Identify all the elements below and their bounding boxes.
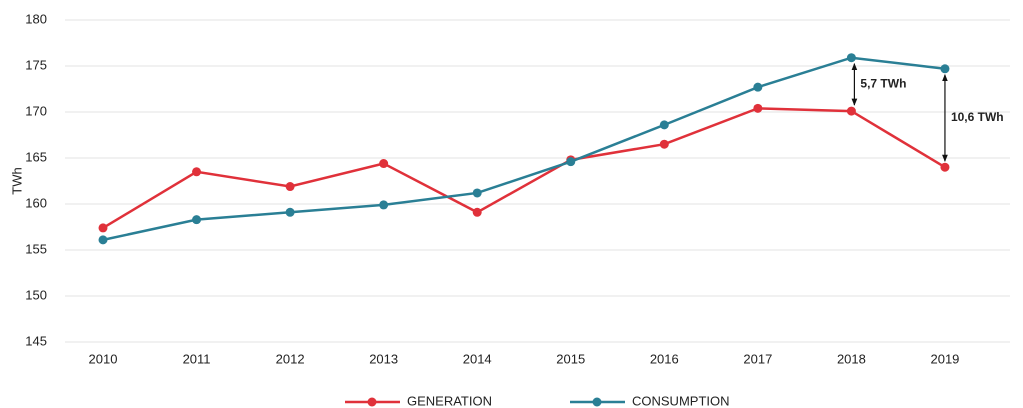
data-point: [98, 235, 108, 245]
legend-marker: [367, 397, 377, 407]
data-point: [940, 64, 950, 74]
data-point: [379, 159, 389, 169]
legend-label: GENERATION: [407, 393, 492, 408]
annotation: 10,6 TWh: [951, 110, 1004, 124]
data-point: [846, 106, 856, 116]
data-point: [192, 167, 202, 177]
data-point: [192, 215, 202, 225]
y-tick-label: 175: [25, 57, 47, 72]
x-tick-label: 2014: [463, 351, 492, 366]
x-tick-label: 2012: [276, 351, 305, 366]
x-tick-label: 2017: [743, 351, 772, 366]
data-point: [98, 223, 108, 233]
legend-marker: [592, 397, 602, 407]
y-tick-label: 155: [25, 241, 47, 256]
data-point: [285, 207, 295, 217]
series-line: [102, 56, 946, 242]
data-point: [472, 207, 482, 217]
data-point: [659, 120, 669, 130]
legend-label: CONSUMPTION: [632, 393, 730, 408]
x-tick-label: 2011: [183, 351, 211, 366]
x-tick-label: 2016: [650, 351, 679, 366]
y-tick-label: 165: [25, 149, 47, 164]
data-point: [753, 82, 763, 92]
y-tick-label: 170: [25, 103, 47, 118]
series-line: [102, 107, 946, 229]
x-tick-label: 2019: [930, 351, 959, 366]
data-point: [379, 200, 389, 210]
y-tick-label: 180: [25, 11, 47, 26]
data-point: [846, 53, 856, 63]
x-tick-label: 2010: [89, 351, 118, 366]
x-tick-label: 2013: [369, 351, 398, 366]
x-tick-label: 2018: [837, 351, 866, 366]
y-axis-label: TWh: [9, 167, 24, 194]
data-point: [753, 103, 763, 113]
data-point: [285, 182, 295, 192]
y-tick-label: 150: [25, 287, 47, 302]
y-tick-label: 160: [25, 195, 47, 210]
data-point: [566, 157, 576, 167]
data-point: [940, 162, 950, 172]
data-point: [472, 188, 482, 198]
annotation: 5,7 TWh: [860, 77, 906, 91]
y-tick-label: 145: [25, 333, 47, 348]
x-tick-label: 2015: [556, 351, 585, 366]
data-point: [659, 139, 669, 149]
